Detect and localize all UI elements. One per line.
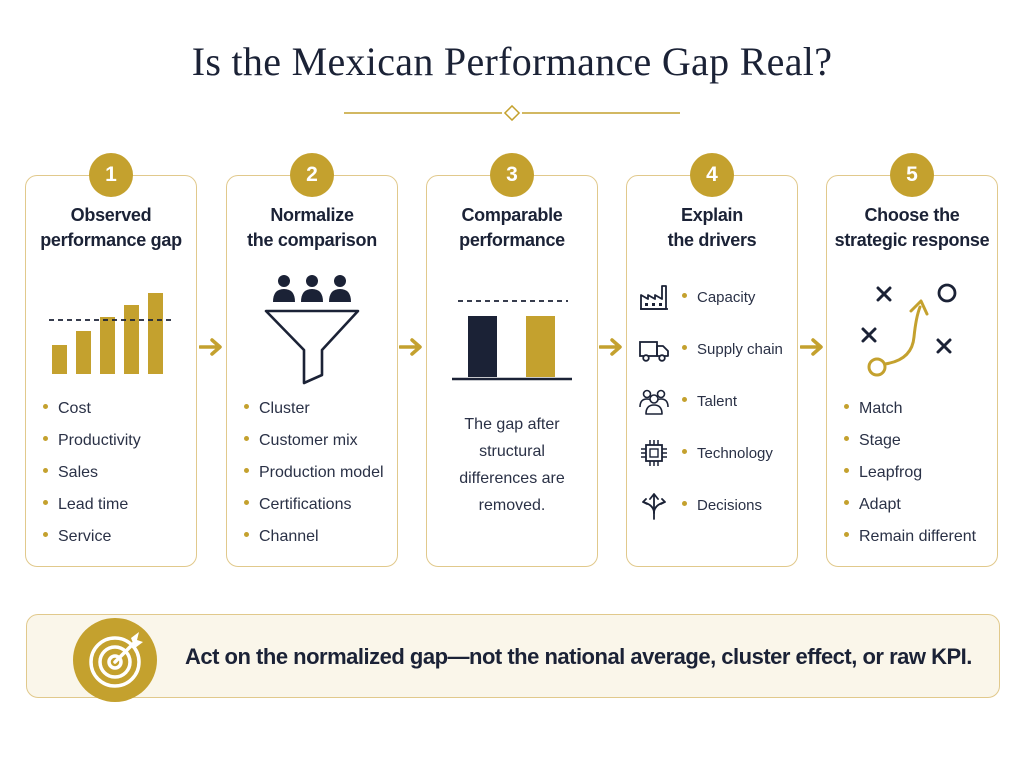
flow-arrow-icon [599,338,622,356]
list-item: Lead time [43,493,141,525]
list-item: Production model [244,461,384,493]
funnel-icon [264,275,360,385]
step-title-line: strategic response [834,230,990,250]
step-title-line: Choose the [864,205,960,225]
step-title: Normalize the comparison [230,203,394,253]
list-item: Customer mix [244,429,384,461]
flow-arrow-icon [800,338,823,356]
list-item: Talent [638,375,783,427]
list-item: Cluster [244,397,384,429]
page-title: Is the Mexican Performance Gap Real? [191,39,833,84]
list-item: Supply chain [638,323,783,375]
step-number-badge: 4 [690,153,734,197]
step-number-badge: 3 [490,153,534,197]
list-item: Leapfrog [844,461,976,493]
list-item: Service [43,525,141,557]
title-divider [344,104,680,122]
list-item: Capacity [638,271,783,323]
driver-label: Talent [697,392,738,410]
step-1-card: 1 Observed performance gap Cost Producti… [25,153,197,567]
list-item: Technology [638,427,783,479]
step-number-badge: 5 [890,153,934,197]
card-frame [826,175,998,567]
list-item: Remain different [844,525,976,557]
step-title-line: Explain [681,205,743,225]
split-arrows-icon [642,493,666,520]
card-frame [426,175,598,567]
step-title-line: Normalize [270,205,354,225]
step-title: Explain the drivers [630,203,794,253]
strategy-play-icon [861,283,957,377]
step-3-card: 3 Comparable performance The gap after s… [426,153,598,567]
list-item: Match [844,397,976,429]
strategic-responses-list: Match Stage Leapfrog Adapt Remain differ… [844,397,976,557]
comparable-gap-description: The gap after structural differences are… [459,416,565,514]
driver-label: Capacity [697,288,756,306]
step-number-badge: 1 [89,153,133,197]
comparison-bars-icon [452,300,572,381]
step-title-line: Comparable [461,205,563,225]
step-title-line: performance [459,230,565,250]
card-frame [226,175,398,567]
step-title-line: performance gap [40,230,182,250]
list-item: Productivity [43,429,141,461]
card-frame [626,175,798,567]
factory-icon [640,285,668,310]
list-item: Stage [844,429,976,461]
driver-label: Decisions [697,496,763,514]
normalization-factors-list: Cluster Customer mix Production model Ce… [244,397,384,557]
step-title: Choose the strategic response [830,203,994,253]
driver-label: Technology [697,444,773,462]
people-icon [639,389,669,415]
conclusion-banner: Act on the normalized gap—not the nation… [26,614,1000,702]
step-number-badge: 2 [290,153,334,197]
observed-metrics-list: Cost Productivity Sales Lead time Servic… [43,397,141,557]
list-item: Sales [43,461,141,493]
list-item: Decisions [638,479,783,531]
step-5-card: 5 Choose the strategic response Match St… [826,153,998,567]
step-title: Observed performance gap [29,203,193,253]
flow-arrow-icon [399,338,422,356]
flow-arrow-icon [199,338,222,356]
truck-icon [639,341,669,362]
list-item: Cost [43,397,141,429]
step-title-line: the drivers [667,230,757,250]
chip-icon [641,440,667,466]
step-4-card: 4 Explain the drivers Capacity Supply ch… [626,153,798,567]
step-2-card: 2 Normalize the comparison Cluster Custo… [226,153,398,567]
step-title: Comparable performance [430,203,594,253]
list-item: Adapt [844,493,976,525]
bar-chart-icon [49,293,175,374]
target-icon [73,618,157,702]
driver-label: Supply chain [697,340,783,358]
list-item: Certifications [244,493,384,525]
step-title-line: Observed [70,205,152,225]
conclusion-text: Act on the normalized gap—not the nation… [185,644,972,669]
step-title-line: the comparison [247,230,377,250]
drivers-list: Capacity Supply chain Talent [638,271,783,531]
list-item: Channel [244,525,384,557]
